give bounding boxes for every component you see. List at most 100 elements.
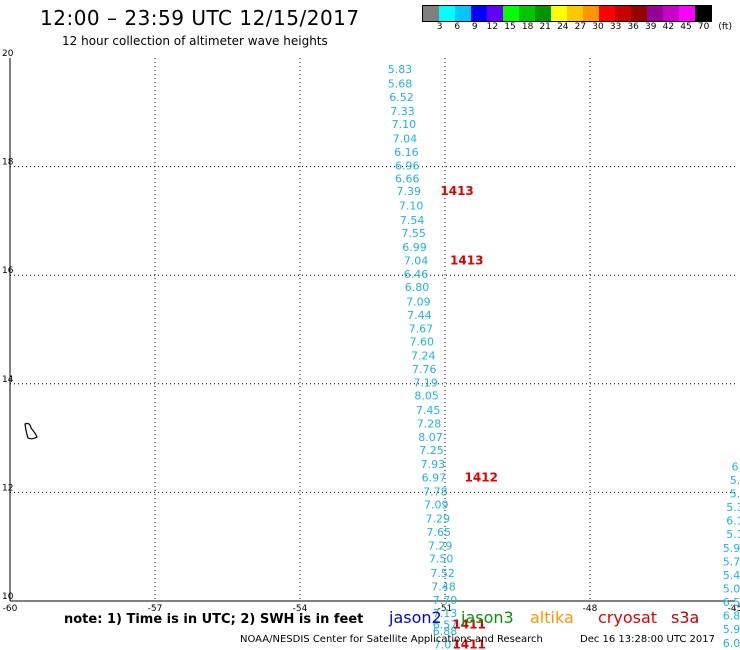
wave-height-value: 7.24 [411,350,436,363]
legend-label: 39 [645,22,657,32]
latitude-tick-label: 14 [2,375,14,385]
wave-height-value: 7.65 [426,526,451,539]
wave-height-value: 6 [732,460,739,473]
wave-height-value: 7.67 [409,322,434,335]
legend-swatch [423,6,439,21]
pass-number-label: 1413 [440,184,473,198]
wave-height-value: 5.48 [723,569,740,582]
wave-height-value: 6.66 [395,173,420,186]
wave-height-value: 5.06 [723,583,740,596]
legend-label: 42 [662,22,675,32]
wave-height-value: 5. [730,474,740,487]
wave-height-value: 6.80 [405,281,430,294]
legend-label: (ft) [718,22,732,32]
legend-swatch [455,6,471,21]
wave-height-value: 7.10 [399,200,424,213]
wave-height-value: 6.1 [726,515,740,528]
wave-height-value: 7.25 [419,444,444,457]
wave-height-value: 6.86 [723,610,740,623]
wave-height-value: 7.44 [407,309,432,322]
wave-height-value: 7.70 [433,594,458,607]
legend-label: 24 [557,22,569,32]
wave-height-value: 7.93 [421,458,446,471]
wave-height-value: 6.04 [723,637,740,650]
legend-swatch [487,6,503,21]
legend-label: 21 [539,22,551,32]
color-scale-labels: 3 6 9 12 15 18 21 24 27 30 33 36 39 42 45 70 (ft) [422,22,740,34]
legend-label: 45 [680,22,692,32]
wave-height-value: 7.09 [424,498,449,511]
wave-height-value: 7.04 [404,255,429,268]
wave-height-value: 7.10 [392,118,417,131]
legend-label: 27 [574,22,587,32]
wave-height-value: 7.48 [431,580,456,593]
wave-height-value: 7.13 [433,607,458,620]
wave-height-value: 7.54 [400,214,425,227]
wave-height-value: 7.60 [410,335,435,348]
wave-height-value: 7.29 [428,540,453,553]
color-scale-legend [422,5,712,22]
legend-swatch [615,6,631,21]
latitude-tick-label: 12 [2,483,13,493]
wave-height-value: 7.45 [416,404,441,417]
wave-height-value: 5. [730,487,740,500]
pass-number-label: 1411 [452,617,485,631]
wave-height-value: 5.73 [723,555,740,568]
legend-label: 12 [486,22,499,32]
wave-height-value: 7.33 [390,105,415,118]
longitude-tick-label: -45 [728,604,740,614]
legend-swatch [631,6,647,21]
wave-height-value: 5.99 [723,542,740,555]
wave-height-value: 6.97 [422,472,447,485]
legend-label: 3 [436,22,443,32]
island-outline [24,422,38,440]
satellite-label-s3a: s3a [671,608,700,627]
wave-height-value: 6.88 [433,625,458,638]
wave-height-value: 7.78 [423,485,448,498]
legend-swatch [599,6,615,21]
wave-height-value: 7.19 [413,377,438,390]
legend-swatch [519,6,535,21]
legend-label: 6 [454,22,461,32]
wave-height-value: 6.50 [723,596,740,609]
wave-height-value: 7.28 [417,417,442,430]
pass-number-label: 1412 [465,471,498,485]
legend-label: 30 [592,22,604,32]
legend-swatch [503,6,519,21]
legend-swatch [663,6,679,21]
wave-height-value: 7.09 [406,295,431,308]
generated-timestamp: Dec 16 13:28:00 UTC 2017 [580,634,715,645]
wave-height-value: 5.68 [388,78,413,91]
legend-swatch [567,6,583,21]
satellite-label-cryosat: cryosat [598,608,658,627]
wave-height-value: 6.99 [402,241,427,254]
legend-label: 70 [697,22,710,32]
wave-height-value: 5.95 [723,623,740,636]
longitude-tick-label: -48 [583,604,598,614]
longitude-tick-label: -51 [438,604,453,614]
wave-height-value: 6.96 [395,160,420,173]
legend-swatch [471,6,487,21]
pass-number-label: 1413 [450,254,483,268]
longitude-tick-label: -54 [293,604,308,614]
wave-height-value: 6.46 [404,268,429,281]
legend-swatch [551,6,567,21]
satellite-label-altika: altika [530,608,574,627]
legend-swatch [679,6,695,21]
legend-swatch [583,6,599,21]
legend-swatch [439,6,455,21]
wave-height-value: 6.52 [389,91,414,104]
wave-height-value: 7.52 [430,567,455,580]
legend-label: 18 [521,22,534,32]
wave-height-value: 8.07 [418,431,443,444]
wave-height-value: 8.05 [414,390,439,403]
wave-height-value: 5.3 [726,501,740,514]
wave-height-value: 7.50 [429,553,454,566]
legend-swatch [647,6,663,21]
wave-height-value: 7.07 [434,638,459,650]
satellite-label-jason2: jason2 [389,608,442,627]
latitude-tick-label: 18 [2,158,14,168]
wave-height-value: 7.04 [393,132,418,145]
legend-label: 9 [471,22,478,32]
